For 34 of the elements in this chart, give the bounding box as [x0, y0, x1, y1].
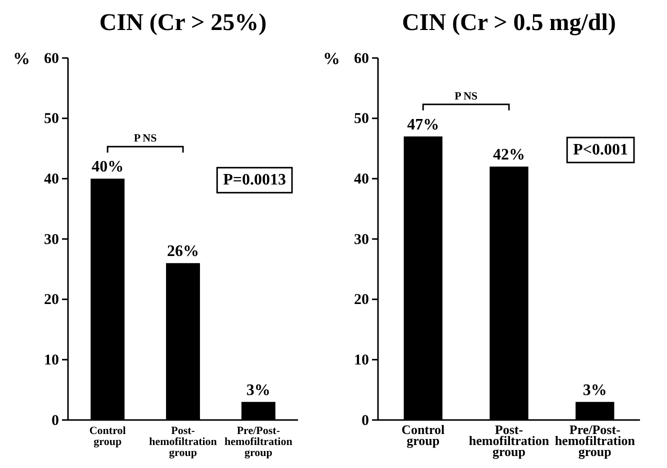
data-label: 3% [246, 382, 270, 399]
y-tick-label: 20 [44, 292, 59, 308]
y-tick-label: 60 [44, 50, 59, 67]
chart-title: CIN (Cr > 0.5 mg/dl) [402, 10, 616, 36]
x-tick-label: Post-hemofiltration group [149, 425, 217, 459]
annotation: P<0.001 [573, 142, 628, 158]
annotation: P=0.0013 [223, 172, 286, 189]
annotation: P NS [134, 132, 157, 145]
data-label: 40% [92, 158, 124, 176]
y-axis-title: % [13, 49, 30, 68]
x-tick-label: Post-hemofiltration group [468, 422, 550, 459]
y-tick-label: 50 [354, 111, 369, 128]
y-tick-label: 10 [44, 352, 59, 368]
y-tick-label: 40 [44, 171, 59, 188]
y-axis-title: % [323, 49, 340, 68]
y-tick-label: 20 [354, 292, 369, 308]
y-tick-label: 0 [52, 412, 59, 429]
data-label: 42% [493, 146, 525, 164]
data-label: 47% [407, 116, 440, 134]
x-tick-label: Pre/Post-hemofiltration group [224, 425, 292, 459]
y-tick-label: 0 [362, 412, 369, 429]
data-label: 26% [167, 243, 199, 260]
data-label: 3% [582, 382, 607, 399]
y-tick-label: 60 [354, 50, 369, 67]
x-tick-label: Pre/Post-hemofiltration group [554, 422, 636, 459]
x-tick-label: Control group [402, 422, 446, 448]
y-tick-label: 50 [44, 111, 59, 128]
annotation: P NS [454, 90, 478, 102]
chart-title: CIN (Cr > 25%) [99, 10, 267, 36]
y-tick-label: 40 [354, 171, 369, 188]
y-tick-label: 30 [354, 232, 369, 248]
y-tick-label: 10 [354, 352, 369, 368]
x-tick-label: Control group [89, 425, 126, 448]
y-tick-label: 30 [44, 232, 59, 248]
